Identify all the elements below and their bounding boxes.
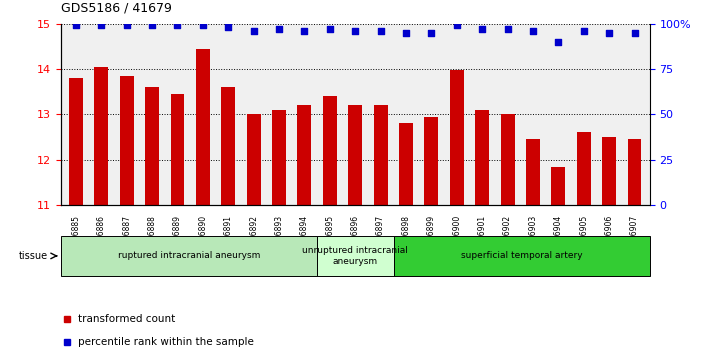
Text: ruptured intracranial aneurysm: ruptured intracranial aneurysm (118, 252, 260, 260)
Point (298, 28, 310, 34)
Point (121, 23, 132, 28)
Point (248, 28, 259, 34)
Bar (298, 105, 311, 205)
Bar (476, 110, 489, 205)
Bar (272, 110, 286, 205)
Bar (450, 70, 464, 205)
Bar (602, 137, 616, 205)
Bar (373, 105, 388, 205)
Point (527, 28, 538, 34)
Point (401, 30, 412, 36)
Bar (323, 96, 337, 205)
Bar (628, 139, 641, 205)
Bar (196, 49, 210, 205)
Bar (221, 87, 235, 205)
Point (146, 23, 158, 28)
Point (197, 23, 208, 28)
Point (578, 28, 590, 34)
Text: transformed count: transformed count (79, 314, 176, 324)
Point (629, 30, 640, 36)
Bar (501, 114, 515, 205)
Bar (171, 94, 184, 205)
Bar (145, 87, 159, 205)
Bar (94, 67, 109, 205)
Point (324, 26, 336, 32)
Bar (399, 123, 413, 205)
Bar (348, 105, 362, 205)
Point (426, 30, 437, 36)
Point (349, 28, 361, 34)
Bar (120, 76, 134, 205)
Text: GDS5186 / 41679: GDS5186 / 41679 (61, 1, 171, 15)
Bar (526, 139, 540, 205)
Bar (246, 114, 261, 205)
Point (223, 24, 234, 30)
Point (603, 30, 615, 36)
Bar (424, 117, 438, 205)
Bar (69, 78, 83, 205)
Bar (61, 236, 317, 276)
Point (96, 23, 107, 28)
Point (451, 23, 463, 28)
Point (70, 23, 81, 28)
Bar (577, 132, 590, 205)
Bar (551, 167, 565, 205)
Text: tissue: tissue (19, 251, 48, 261)
Text: percentile rank within the sample: percentile rank within the sample (79, 337, 254, 347)
Point (273, 26, 285, 32)
Text: unruptured intracranial
aneurysm: unruptured intracranial aneurysm (302, 246, 408, 266)
Point (476, 26, 488, 32)
Bar (317, 236, 393, 276)
Bar (393, 236, 650, 276)
Point (375, 28, 386, 34)
Point (172, 23, 183, 28)
Text: superficial temporal artery: superficial temporal artery (461, 252, 583, 260)
Point (553, 39, 564, 45)
Point (502, 26, 513, 32)
